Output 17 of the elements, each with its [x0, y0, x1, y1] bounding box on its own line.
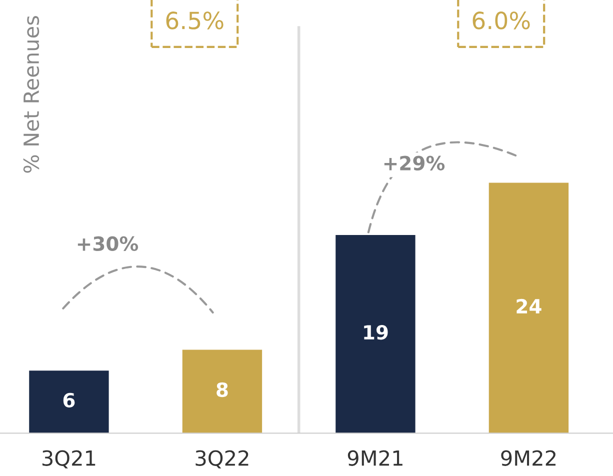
bar: [488, 182, 569, 434]
data-label: 24: [516, 298, 542, 314]
x-tick-label: 9M21: [348, 450, 402, 466]
bar: [29, 370, 109, 434]
x-tick-label: 9M22: [501, 450, 556, 466]
x-tick-label: 3Q22: [196, 450, 248, 468]
data-label: 6: [63, 392, 75, 408]
text: % Net Reenues: [23, 16, 40, 173]
bar: [182, 350, 262, 434]
annotation: +30%: [78, 236, 138, 252]
text: 6.5%: [166, 12, 224, 30]
text: +29%: [384, 156, 445, 170]
data-label: 19: [364, 325, 388, 340]
text: 6.0%: [472, 12, 530, 30]
x-tick-label: 3Q21: [42, 450, 96, 468]
bar: [336, 234, 416, 434]
data-label: 8: [216, 382, 228, 398]
